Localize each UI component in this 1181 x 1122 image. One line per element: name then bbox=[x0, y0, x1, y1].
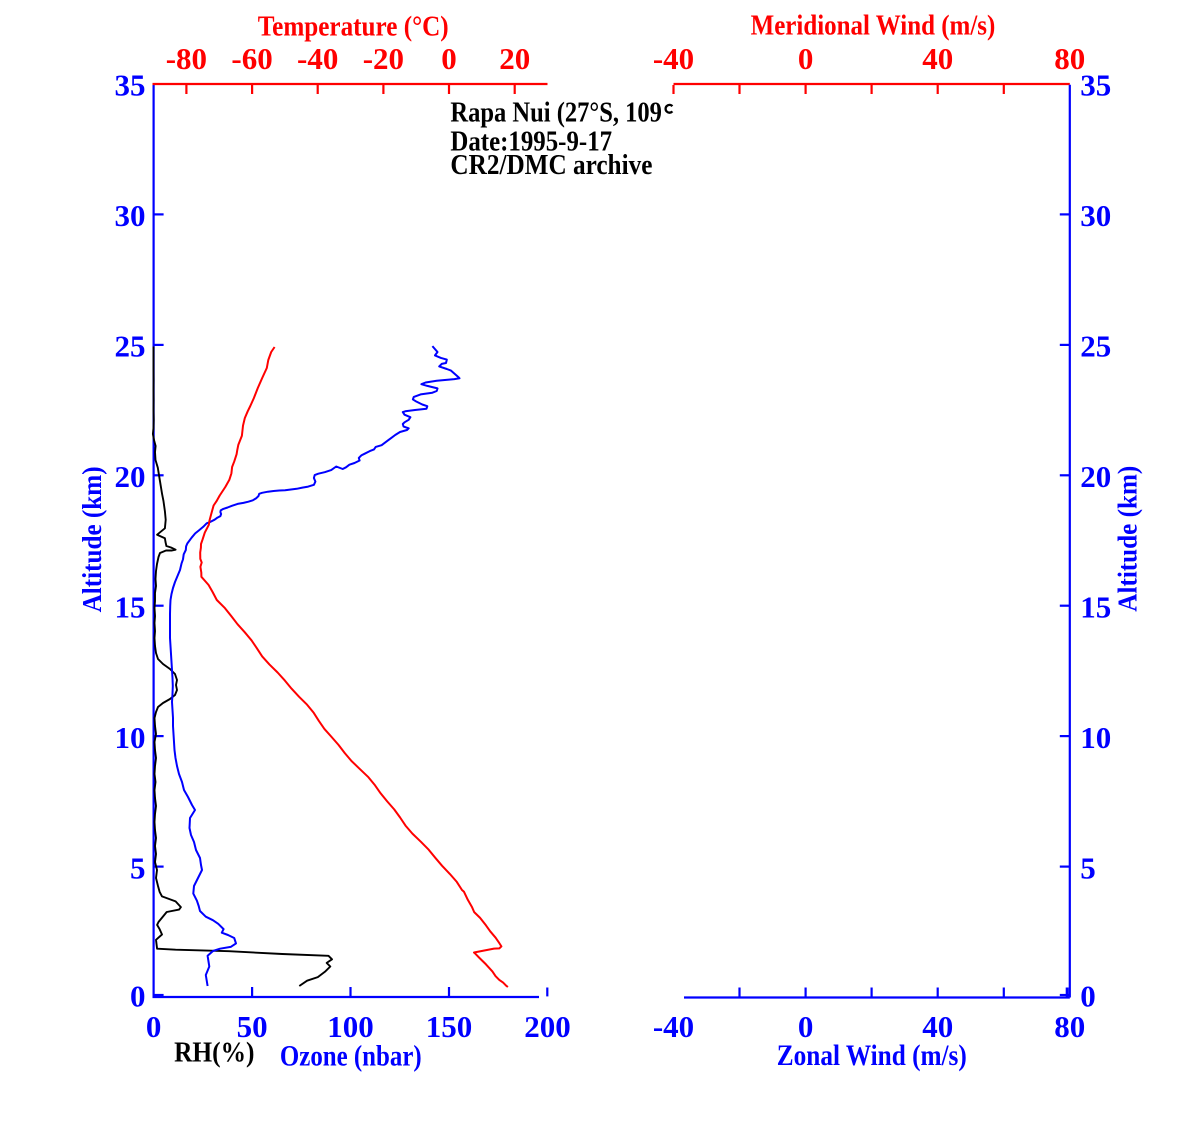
svg-text:40: 40 bbox=[922, 1009, 953, 1044]
svg-text:-40: -40 bbox=[297, 41, 338, 76]
svg-text:0: 0 bbox=[798, 1009, 814, 1044]
svg-text:35: 35 bbox=[115, 68, 146, 103]
svg-text:Zonal Wind (m/s): Zonal Wind (m/s) bbox=[777, 1039, 967, 1072]
svg-text:20: 20 bbox=[1080, 459, 1111, 494]
svg-text:25: 25 bbox=[1080, 329, 1111, 364]
svg-text:5: 5 bbox=[130, 850, 146, 885]
svg-text:50: 50 bbox=[237, 1009, 268, 1044]
svg-text:-40: -40 bbox=[653, 1009, 694, 1044]
svg-text:Ozone (nbar): Ozone (nbar) bbox=[280, 1040, 422, 1073]
svg-text:-60: -60 bbox=[231, 41, 272, 76]
svg-text:15: 15 bbox=[1080, 589, 1111, 624]
svg-text:Temperature (°C): Temperature (°C) bbox=[258, 12, 449, 43]
svg-text:35: 35 bbox=[1080, 68, 1111, 103]
svg-text:Date:1995-9-17: Date:1995-9-17 bbox=[450, 126, 612, 157]
svg-text:10: 10 bbox=[115, 720, 146, 755]
svg-text:RH(%): RH(%) bbox=[174, 1038, 254, 1069]
svg-text:10: 10 bbox=[1080, 720, 1111, 755]
svg-text:30: 30 bbox=[115, 198, 146, 233]
svg-text:25: 25 bbox=[115, 329, 146, 364]
svg-text:200: 200 bbox=[524, 1009, 571, 1044]
svg-text:80: 80 bbox=[1054, 41, 1085, 76]
svg-text:30: 30 bbox=[1080, 198, 1111, 233]
svg-text:5: 5 bbox=[1080, 850, 1096, 885]
svg-text:CR2/DMC archive: CR2/DMC archive bbox=[450, 150, 652, 181]
svg-text:15: 15 bbox=[115, 589, 146, 624]
svg-text:40: 40 bbox=[922, 41, 953, 76]
svg-text:20: 20 bbox=[115, 459, 146, 494]
svg-text:20: 20 bbox=[499, 41, 530, 76]
svg-text:0: 0 bbox=[130, 979, 146, 1014]
svg-text:Altitude (km): Altitude (km) bbox=[77, 466, 107, 612]
svg-text:-20: -20 bbox=[363, 41, 404, 76]
svg-text:0: 0 bbox=[441, 41, 457, 76]
svg-text:-80: -80 bbox=[166, 41, 207, 76]
svg-text:80: 80 bbox=[1054, 1009, 1085, 1044]
svg-text:100: 100 bbox=[327, 1009, 374, 1044]
svg-text:0: 0 bbox=[798, 41, 814, 76]
svg-text:-40: -40 bbox=[653, 41, 694, 76]
svg-text:Rapa Nui (27°S, 109: Rapa Nui (27°S, 109 bbox=[450, 98, 662, 129]
svg-text:Altitude (km): Altitude (km) bbox=[1113, 466, 1143, 612]
svg-text:0: 0 bbox=[146, 1009, 162, 1044]
svg-text:Meridional Wind (m/s): Meridional Wind (m/s) bbox=[751, 11, 996, 42]
svg-text:150: 150 bbox=[426, 1009, 473, 1044]
svg-text:0: 0 bbox=[1080, 979, 1096, 1014]
